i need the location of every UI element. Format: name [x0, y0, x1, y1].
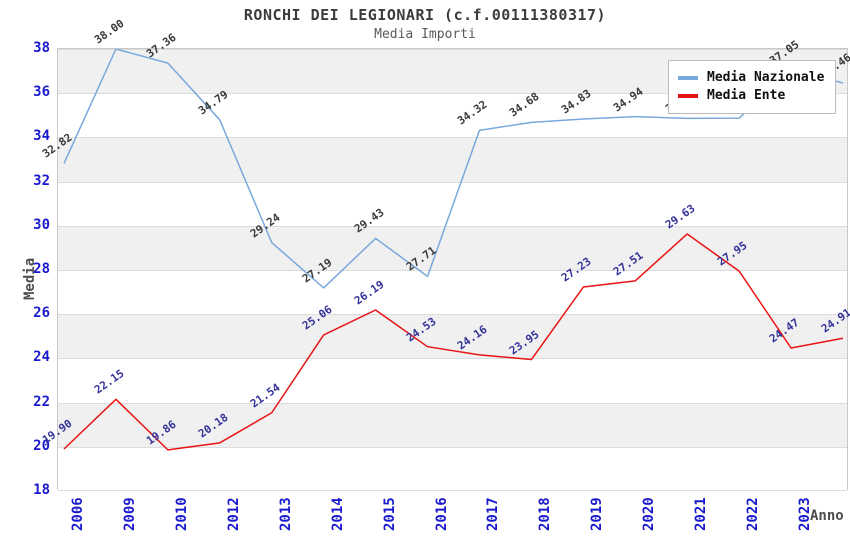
series-line-media-ente: [63, 233, 844, 451]
plot-band: [58, 270, 847, 315]
plot-band: [58, 181, 847, 226]
gridline: [58, 358, 847, 360]
x-tick-label: 2019: [589, 497, 606, 531]
y-tick-label: 26: [33, 305, 50, 322]
y-axis-title: Media: [22, 257, 38, 300]
legend-label-nazionale: Media Nazionale: [707, 70, 825, 85]
chart-subtitle: Media Importi: [374, 27, 476, 42]
legend-line-swatch-ente: [678, 93, 698, 98]
gridline: [58, 93, 847, 95]
x-tick-label: 2009: [121, 497, 138, 531]
y-tick-label: 36: [33, 84, 50, 101]
x-tick-label: 2015: [381, 497, 398, 531]
chart-title: RONCHI DEI LEGIONARI (c.f.00111380317): [243, 6, 607, 24]
gridline: [58, 490, 847, 491]
legend: Media Nazionale Media Ente: [668, 60, 837, 114]
legend-label-ente: Media Ente: [707, 88, 786, 103]
x-tick-label: 2006: [70, 497, 86, 531]
gridline: [58, 225, 847, 227]
x-tick-label: 2021: [693, 497, 710, 531]
plot-band: [58, 137, 847, 182]
plot-band: [58, 225, 847, 270]
y-tick-label: 28: [33, 261, 50, 277]
x-tick-label: 2022: [745, 497, 762, 531]
y-tick-label: 38: [33, 40, 50, 56]
gridline: [58, 314, 847, 316]
gridline: [58, 49, 847, 50]
x-tick-label: 2020: [641, 497, 658, 531]
y-tick-label: 18: [33, 482, 50, 498]
plot-band: [58, 402, 847, 447]
y-tick-label: 30: [33, 216, 50, 233]
x-tick-label: 2013: [277, 497, 294, 531]
gridline: [58, 137, 847, 139]
series-lines: [63, 49, 844, 451]
gridline: [58, 446, 847, 448]
x-tick-label: 2010: [173, 497, 190, 531]
legend-item-media-nazionale: Media Nazionale: [678, 70, 824, 85]
y-tick-label: 24: [33, 349, 50, 366]
x-tick-label: 2017: [485, 497, 502, 531]
gridline: [58, 402, 847, 404]
y-tick-label: 22: [33, 393, 50, 410]
gridline: [58, 181, 847, 183]
legend-line-swatch-nazionale: [678, 75, 698, 80]
y-tick-label: 20: [33, 437, 50, 454]
plot-band: [58, 358, 847, 403]
gridline: [58, 270, 847, 271]
x-tick-label: 2012: [225, 497, 242, 531]
legend-item-media-ente: Media Ente: [678, 88, 824, 103]
x-axis-title: Anno: [810, 508, 844, 524]
plot-band: [58, 446, 847, 491]
x-tick-label: 2018: [537, 497, 554, 531]
x-tick-label: 2014: [329, 497, 346, 531]
plot-area: 32.82 38.00 37.36 34.79 29.24 27.19 29.43 27.71…: [40, 17, 850, 491]
series-line-media-nazionale: [63, 49, 844, 289]
x-tick-label: 2016: [433, 497, 450, 531]
y-tick-label: 34: [33, 128, 50, 145]
y-tick-label: 32: [33, 172, 50, 189]
